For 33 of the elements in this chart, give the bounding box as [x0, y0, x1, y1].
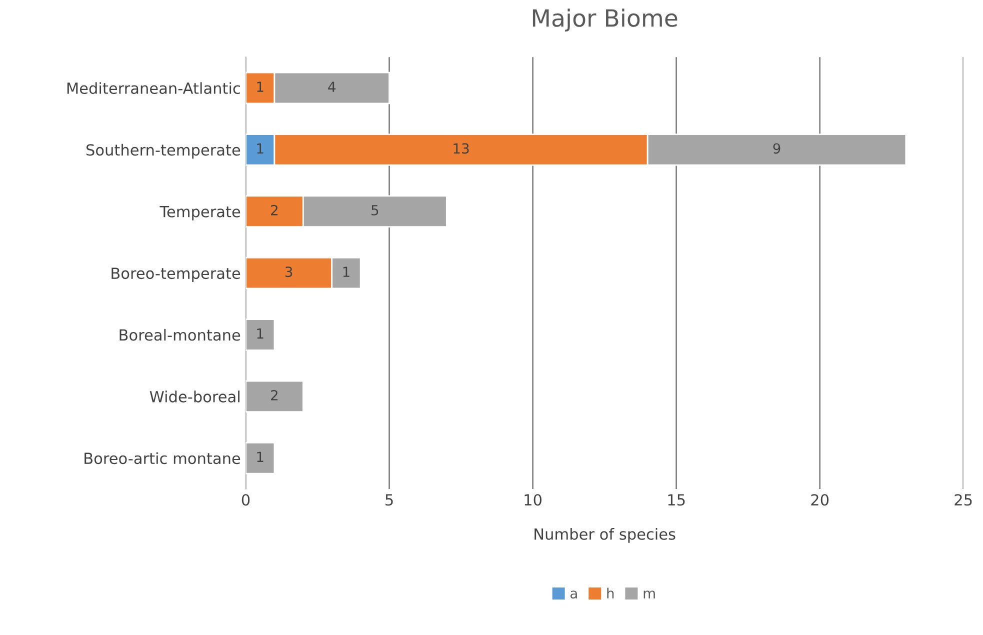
data-label: 2 [271, 204, 278, 216]
y-tick-label: Temperate [160, 206, 240, 220]
data-label: 3 [285, 266, 292, 278]
data-label: 2 [271, 390, 278, 400]
data-label: 1 [257, 328, 264, 339]
y-tick-label: Southern-temperate [86, 144, 240, 159]
x-tick-label: 20 [811, 494, 829, 506]
data-label: 9 [773, 143, 780, 154]
legend-label: a [570, 590, 577, 599]
x-tick-label: 5 [386, 494, 393, 506]
x-tick-label: 25 [954, 494, 972, 506]
data-label: 13 [454, 143, 469, 154]
chart-title: Major Biome [532, 8, 678, 32]
y-tick-label: Mediterranean-Atlantic [67, 82, 240, 94]
data-label: 4 [328, 82, 336, 92]
data-label: 1 [257, 452, 264, 462]
bar [246, 318, 276, 351]
data-label: 1 [343, 266, 350, 277]
x-tick-label: 10 [524, 494, 542, 506]
x-tick-label: 0 [242, 494, 250, 506]
y-tick-label: Boreal-montane [120, 328, 240, 341]
bar [246, 380, 304, 413]
y-tick-label: Boreo-artic montane [84, 452, 240, 464]
y-tick-label: Boreo-temperate [112, 268, 240, 282]
data-label: 1 [257, 143, 264, 154]
y-tick-label: Wide-boreal [150, 390, 240, 402]
data-label: 1 [257, 82, 264, 92]
legend-label: m [644, 590, 655, 598]
x-axis-title: Number of species [534, 528, 676, 543]
data-label: 5 [372, 205, 378, 216]
legend-label: h [607, 588, 614, 598]
x-tick-label: 15 [668, 494, 685, 506]
bar [246, 442, 276, 474]
